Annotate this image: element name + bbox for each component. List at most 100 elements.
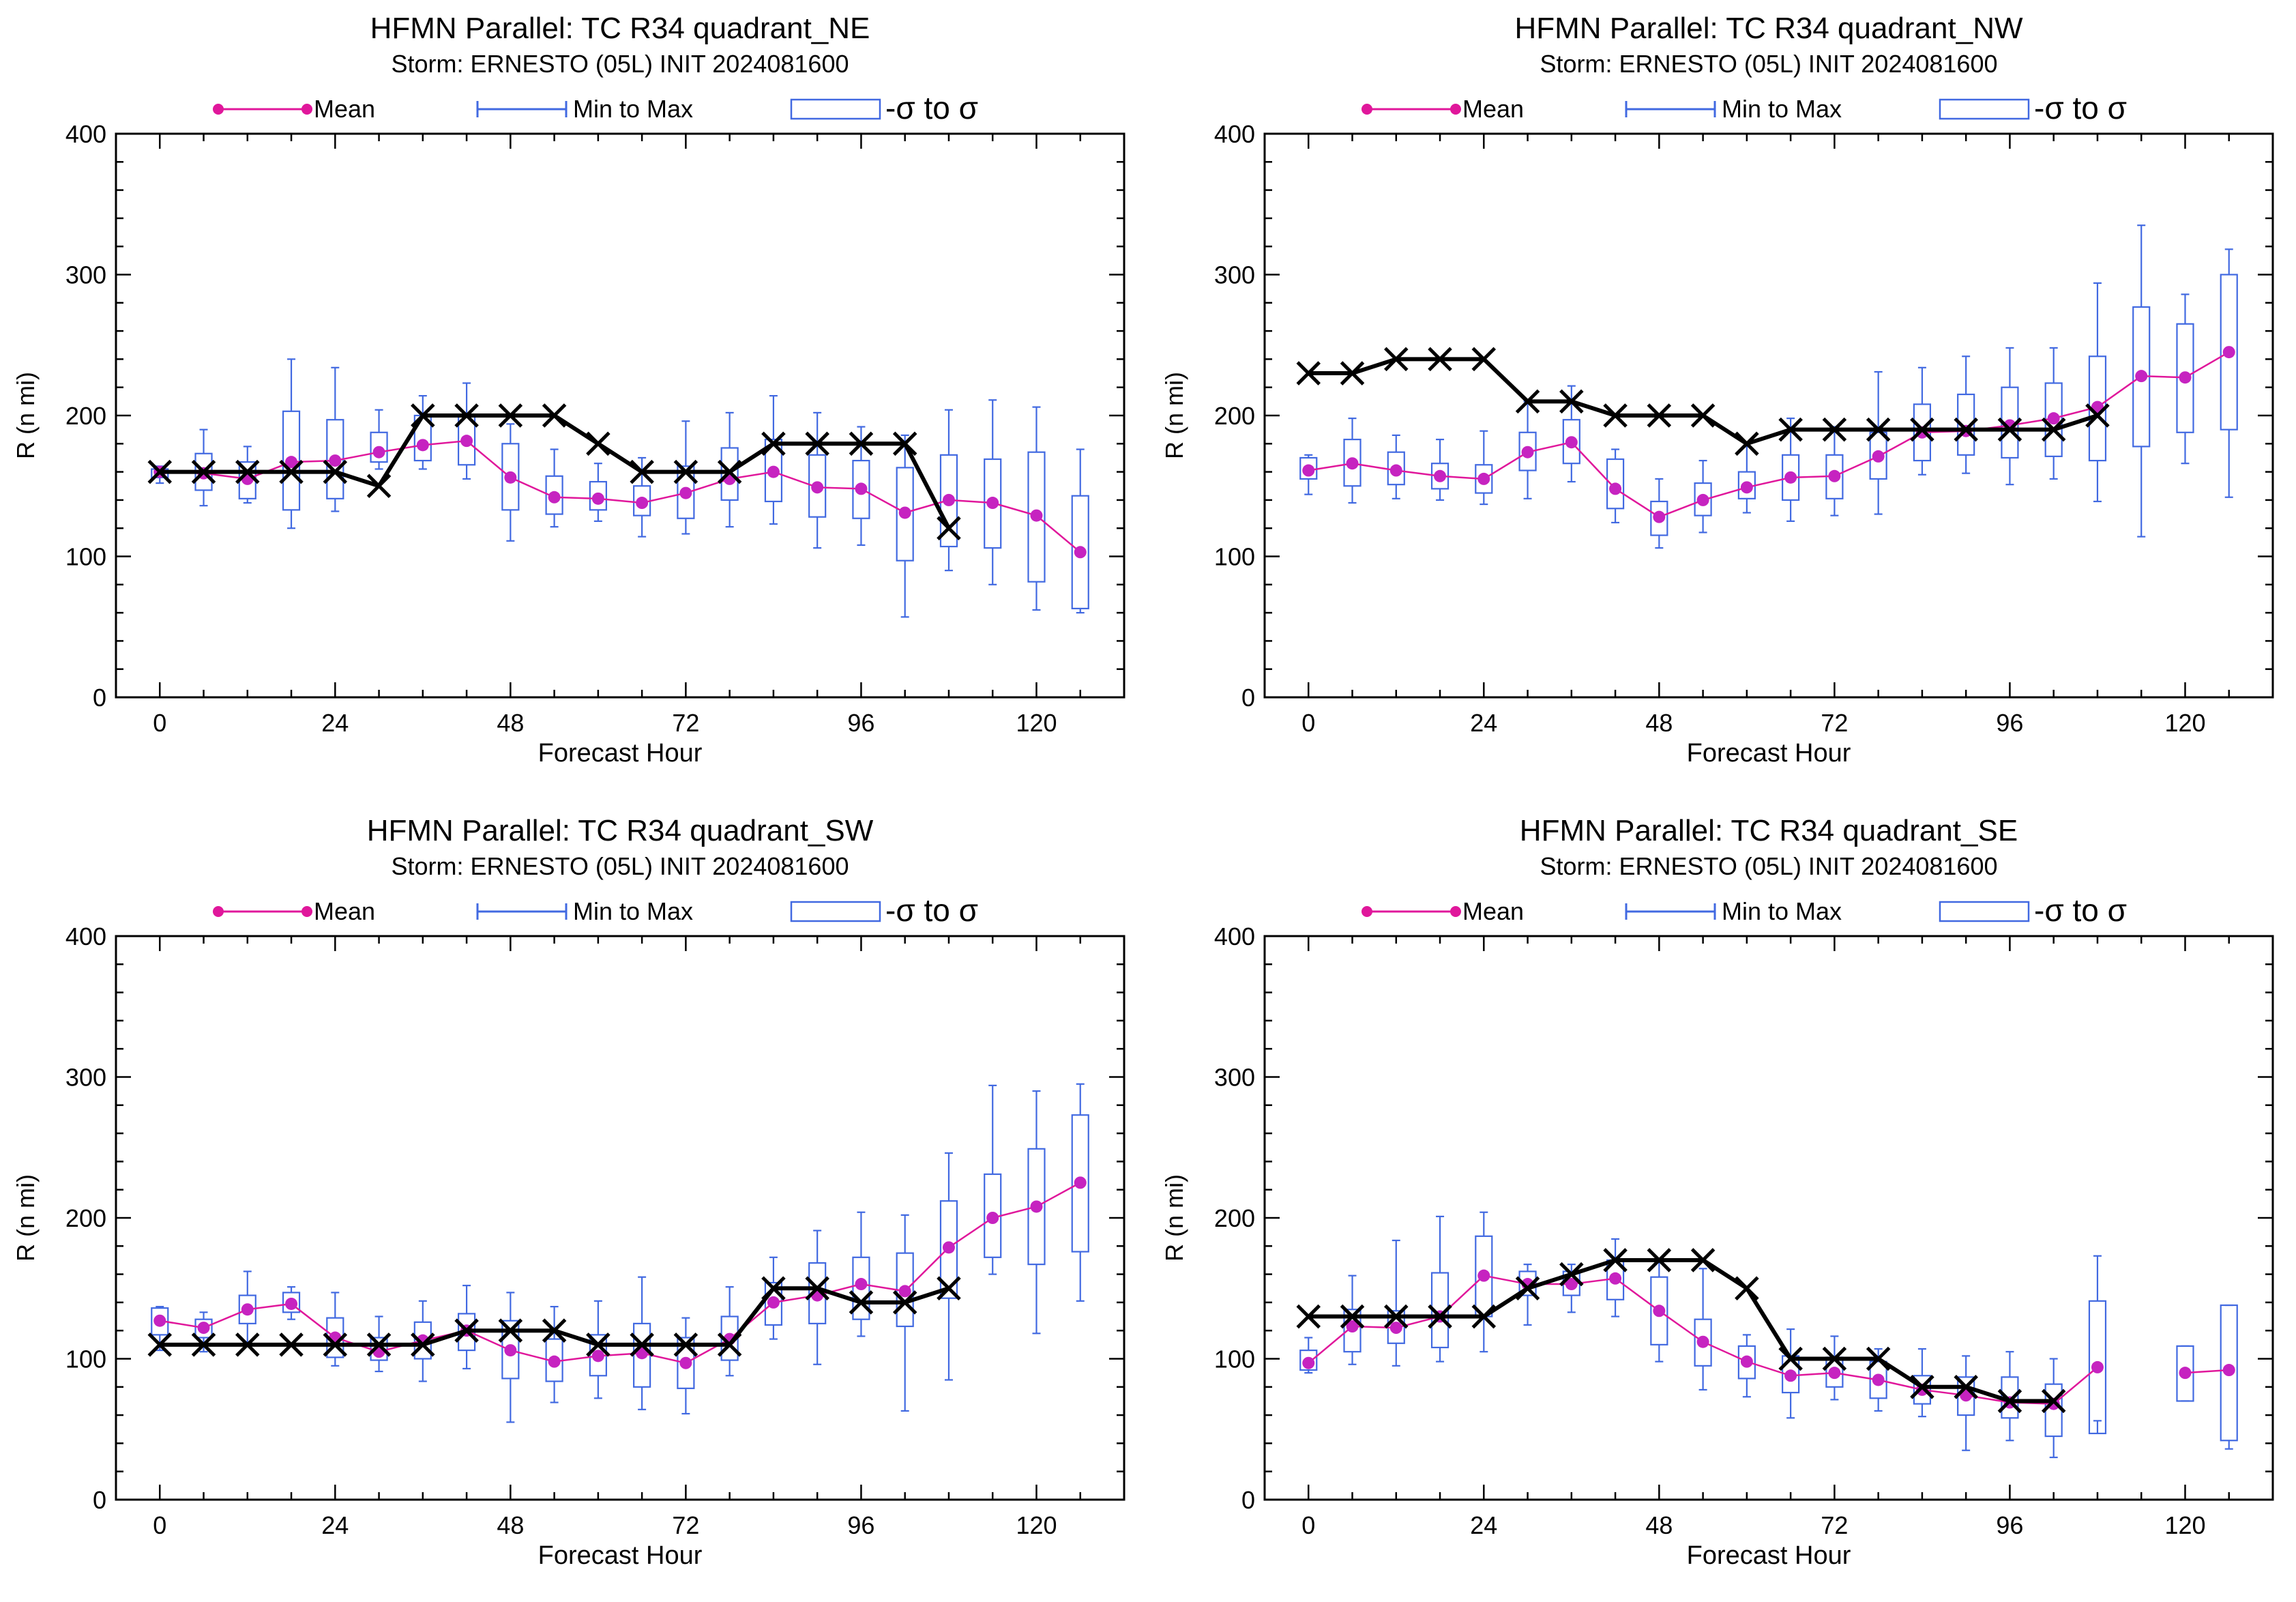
chart-subtitle: Storm: ERNESTO (05L) INIT 2024081600 (1540, 852, 1998, 880)
observed-point (2085, 403, 2110, 428)
observed-series (147, 403, 961, 540)
chart-subtitle: Storm: ERNESTO (05L) INIT 2024081600 (1540, 50, 1998, 78)
observed-point (1296, 1304, 1321, 1329)
y-axis-label: R (n mi) (1160, 1174, 1188, 1262)
y-axis: 0 100 200 300 400 R (n mi) (12, 120, 1124, 712)
x-tick-label: 0 (153, 709, 166, 737)
mean-point (1653, 1305, 1666, 1317)
y-tick-label: 100 (65, 1345, 106, 1373)
x-axis: 0 24 48 72 96 120 Forecast Hour (1263, 936, 2274, 1570)
observed-point (1954, 1375, 1978, 1399)
chart-title: HFMN Parallel: TC R34 quadrant_SW (367, 814, 874, 847)
mean-point (1872, 450, 1885, 463)
mean-point (1346, 1320, 1359, 1333)
observed-point (1296, 361, 1321, 385)
mean-point (942, 493, 955, 506)
mean-point (855, 482, 868, 495)
mean-point (1828, 469, 1841, 482)
legend-mean-label: Mean (314, 897, 375, 925)
mean-point (241, 1303, 254, 1316)
y-tick-label: 400 (1214, 922, 1255, 950)
mean-point (1477, 472, 1490, 485)
x-tick-label: 120 (1016, 709, 1057, 737)
mean-point (372, 446, 385, 458)
sigma-box (2044, 1383, 2063, 1438)
mean-point (591, 1350, 604, 1363)
observed-point (761, 431, 786, 456)
y-tick-label: 300 (65, 1064, 106, 1092)
x-tick-label: 72 (672, 709, 699, 737)
mean-point (197, 1322, 210, 1335)
observed-point (454, 403, 479, 428)
observed-point (542, 1318, 567, 1343)
legend-sigma-box (790, 98, 881, 120)
x-tick-label: 24 (321, 1511, 349, 1539)
mean-point (1696, 1335, 1709, 1348)
mean-point (2047, 412, 2060, 425)
legend-mean-label: Mean (314, 95, 375, 123)
x-tick-label: 48 (497, 1511, 524, 1539)
mean-point (285, 456, 298, 469)
mean-point (898, 1285, 911, 1298)
mean-point (1302, 464, 1315, 477)
y-tick-label: 100 (1214, 1345, 1255, 1373)
x-tick-label: 0 (1301, 709, 1315, 737)
observed-point (191, 1332, 216, 1357)
observed-series (1296, 1248, 2066, 1414)
observed-point (1471, 347, 1497, 372)
observed-point (1910, 1375, 1934, 1399)
mean-point (1696, 493, 1709, 506)
legend-sigma-label: -σ to σ (2034, 892, 2127, 928)
observed-point (498, 1318, 523, 1343)
y-tick-label: 100 (1214, 543, 1255, 571)
mean-point (986, 497, 999, 510)
y-tick-label: 400 (65, 120, 106, 148)
legend-sigma-label: -σ to σ (885, 892, 978, 928)
x-tick-label: 0 (153, 1511, 166, 1539)
mean-point (1565, 1278, 1578, 1291)
chart-subtitle: Storm: ERNESTO (05L) INIT 2024081600 (392, 50, 849, 78)
y-axis: 0 100 200 300 400 R (n mi) (1160, 922, 2273, 1514)
mean-line (160, 1182, 1081, 1365)
mean-point (1389, 1322, 1402, 1335)
observed-point (1910, 417, 1934, 442)
mean-point (329, 454, 342, 467)
observed-point (1471, 1304, 1497, 1329)
observed-point (1603, 1248, 1628, 1272)
x-tick-label: 96 (847, 1511, 874, 1539)
observed-point (1735, 1276, 1759, 1301)
observed-line (1308, 1257, 2054, 1403)
mean-point (1784, 1369, 1797, 1382)
mean-point (1346, 457, 1359, 470)
sigma-boxes (1299, 1235, 2238, 1442)
y-tick-label: 300 (1214, 1064, 1255, 1092)
legend-sigma-label: -σ to σ (885, 90, 978, 126)
mean-point (1521, 446, 1534, 458)
y-tick-label: 0 (1241, 684, 1255, 712)
mean-point (1389, 464, 1402, 477)
y-axis-label: R (n mi) (12, 372, 40, 459)
observed-point (1866, 1346, 1891, 1371)
observed-series (147, 1276, 961, 1357)
mean-point (2222, 1364, 2235, 1377)
range-whiskers (156, 1083, 1085, 1423)
observed-point (1997, 417, 2022, 442)
observed-point (586, 431, 610, 456)
mean-point (1302, 1356, 1315, 1369)
mean-point (636, 497, 649, 510)
x-tick-label: 72 (672, 1511, 699, 1539)
mean-point (898, 506, 911, 519)
legend-mean-marker (301, 104, 312, 115)
x-axis-label: Forecast Hour (538, 739, 703, 768)
observed-point (279, 459, 304, 484)
legend-mean-label: Mean (1462, 897, 1524, 925)
observed-series (1296, 347, 2110, 456)
y-tick-label: 200 (1214, 402, 1255, 430)
mean-point (811, 481, 824, 494)
plot-frame (115, 132, 1125, 699)
observed-point (1822, 1346, 1847, 1371)
observed-point (147, 1332, 173, 1357)
observed-point (630, 459, 654, 484)
observed-point (498, 403, 523, 428)
mean-point (1784, 471, 1797, 484)
